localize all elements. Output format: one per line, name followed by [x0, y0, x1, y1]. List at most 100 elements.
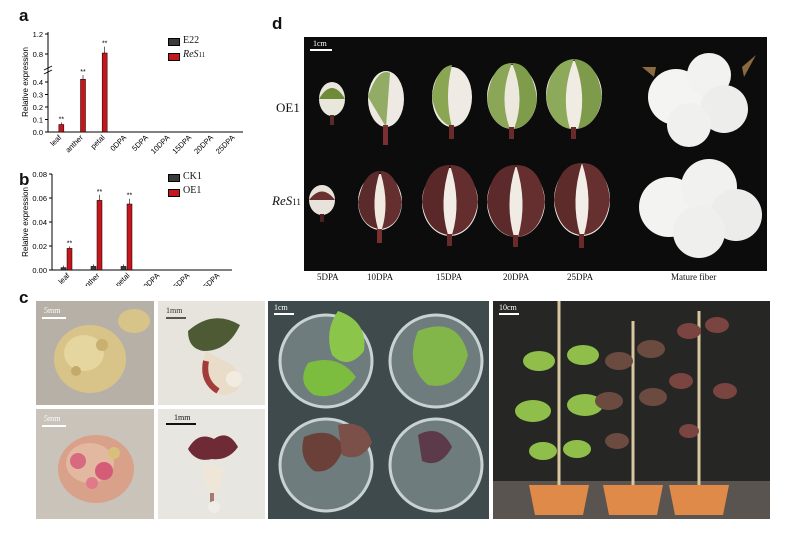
x-tick-label: 15DPA [199, 271, 222, 286]
scale-label-c5: 1cm [274, 303, 288, 312]
stage-label-15dpa: 15DPA [436, 272, 463, 282]
boll-res11-25dpa [554, 163, 610, 248]
legend-label-oe1: OE1 [183, 185, 202, 196]
significance-mark: ** [102, 41, 108, 48]
boll-oe1-5dpa [319, 82, 345, 125]
x-tick-label: anther [64, 133, 86, 155]
x-tick-label: 5DPA [130, 133, 150, 153]
y-tick-label: 0.04 [32, 218, 47, 227]
y-axis-label: Relative expression [21, 187, 30, 257]
scale-label-c3: 5mm [44, 414, 61, 423]
x-tick-label: 15DPA [170, 133, 193, 156]
y-tick-label: 0.2 [33, 103, 43, 112]
scale-label-c2: 1mm [166, 306, 183, 315]
axis-break-mark [43, 65, 53, 71]
stage-label-20dpa: 20DPA [503, 272, 530, 282]
x-tick-label: 0DPA [108, 133, 128, 153]
cotton-boll-photo: 1cm [304, 37, 767, 271]
bar-CK1-anther [90, 266, 97, 271]
legend-swatch-e22 [168, 38, 180, 46]
x-tick-label: petal [114, 271, 132, 286]
scale-bar-c6 [499, 313, 519, 315]
legend-b: CK1 OE1 [168, 171, 248, 202]
boll-oe1-10dpa [368, 71, 404, 145]
x-tick-label: 25DPA [214, 133, 237, 156]
bar-CK1-leaf [60, 267, 67, 271]
y-tick-label: 0.4 [33, 78, 43, 87]
scale-bar-c5 [274, 313, 294, 315]
panel-label-b: b [19, 170, 30, 189]
y-tick-label: 0.3 [33, 91, 43, 100]
potted-plants-photo: 10cm [493, 301, 770, 519]
bar-CK1-petal [120, 266, 127, 271]
scale-label-c6: 10cm [499, 303, 517, 312]
y-axis-label: Relative expression [21, 47, 30, 117]
stage-label-5dpa: 5DPA [317, 272, 339, 282]
legend-label-res: ReS11 [183, 49, 206, 60]
panel-label-c: c [19, 288, 29, 307]
bar-ReS11-anther [80, 78, 86, 133]
y-tick-label: 0.1 [33, 116, 43, 125]
seedling-photo-2: 1mm [158, 409, 265, 519]
legend-label-e22: E22 [183, 35, 200, 46]
x-tick-label: petal [89, 133, 107, 151]
boll-res11-15dpa [422, 165, 478, 246]
boll-oe1-15dpa [432, 65, 472, 139]
axis-break-mark [43, 69, 53, 75]
x-tick-label: 5DPA [172, 271, 192, 286]
mature-fiber-oe1 [642, 53, 756, 147]
significance-mark: ** [80, 69, 86, 76]
row-label-res11: ReS11 [272, 193, 301, 208]
scale-label-d: 1cm [313, 39, 327, 48]
boll-res11-10dpa [358, 171, 402, 243]
y-tick-label: 1.2 [33, 30, 43, 39]
row-label-oe1: OE1 [276, 100, 300, 115]
panel-label-a: a [19, 6, 29, 25]
x-tick-label: 10DPA [149, 133, 172, 156]
tube-plantlets-photo: 1cm [268, 301, 489, 519]
seedling-photo-1: 1mm [158, 301, 265, 405]
x-tick-label: leaf [56, 270, 72, 286]
bar-OE1-petal [126, 203, 133, 271]
chart-a: Relative expression 0.0 0.1 0.2 0.3 0.4 0.8 1.2… [21, 30, 243, 156]
scale-bar-d [310, 49, 332, 51]
significance-mark: ** [127, 193, 133, 200]
callus-photo-1: 5mm [36, 301, 154, 405]
y-tick-label: 0.00 [32, 266, 47, 275]
y-tick-label: 0.8 [33, 50, 43, 59]
scale-bar-c2 [166, 317, 186, 319]
boll-res11-20dpa [487, 165, 545, 247]
legend-swatch-res [168, 53, 180, 61]
significance-mark: ** [67, 240, 73, 247]
x-tick-label: leaf [48, 132, 64, 148]
x-tick-label: 20DPA [192, 133, 215, 156]
x-tick-label: anther [80, 271, 102, 286]
scale-bar-c1 [42, 317, 66, 319]
legend-swatch-ck1 [168, 174, 180, 182]
boll-oe1-25dpa [546, 59, 602, 139]
bar-OE1-leaf [66, 248, 73, 271]
significance-mark: ** [97, 189, 103, 196]
x-tick-label: 0DPA [142, 271, 162, 286]
scale-bar-c3 [42, 425, 66, 427]
legend-swatch-oe1 [168, 189, 180, 197]
y-tick-label: 0.08 [32, 170, 47, 179]
stage-label-10dpa: 10DPA [367, 272, 394, 282]
boll-res11-5dpa [309, 185, 335, 222]
scale-label-c1: 5mm [44, 306, 61, 315]
y-tick-label: 0.0 [33, 128, 43, 137]
boll-oe1-20dpa [487, 63, 537, 139]
legend-a: E22 ReS11 [168, 35, 248, 66]
legend-label-ck1: CK1 [183, 171, 202, 182]
scale-bar-c4 [166, 423, 196, 425]
bar-ReS11-leaf [58, 124, 65, 133]
stage-label-mature-fiber: Mature fiber [671, 272, 717, 282]
callus-photo-2: 5mm [36, 409, 154, 519]
y-tick-label: 0.06 [32, 194, 47, 203]
scale-label-c4: 1mm [174, 413, 191, 422]
stage-label-25dpa: 25DPA [567, 272, 594, 282]
significance-mark: ** [59, 117, 65, 124]
panel-label-d: d [272, 14, 283, 33]
y-tick-label: 0.02 [32, 242, 47, 251]
